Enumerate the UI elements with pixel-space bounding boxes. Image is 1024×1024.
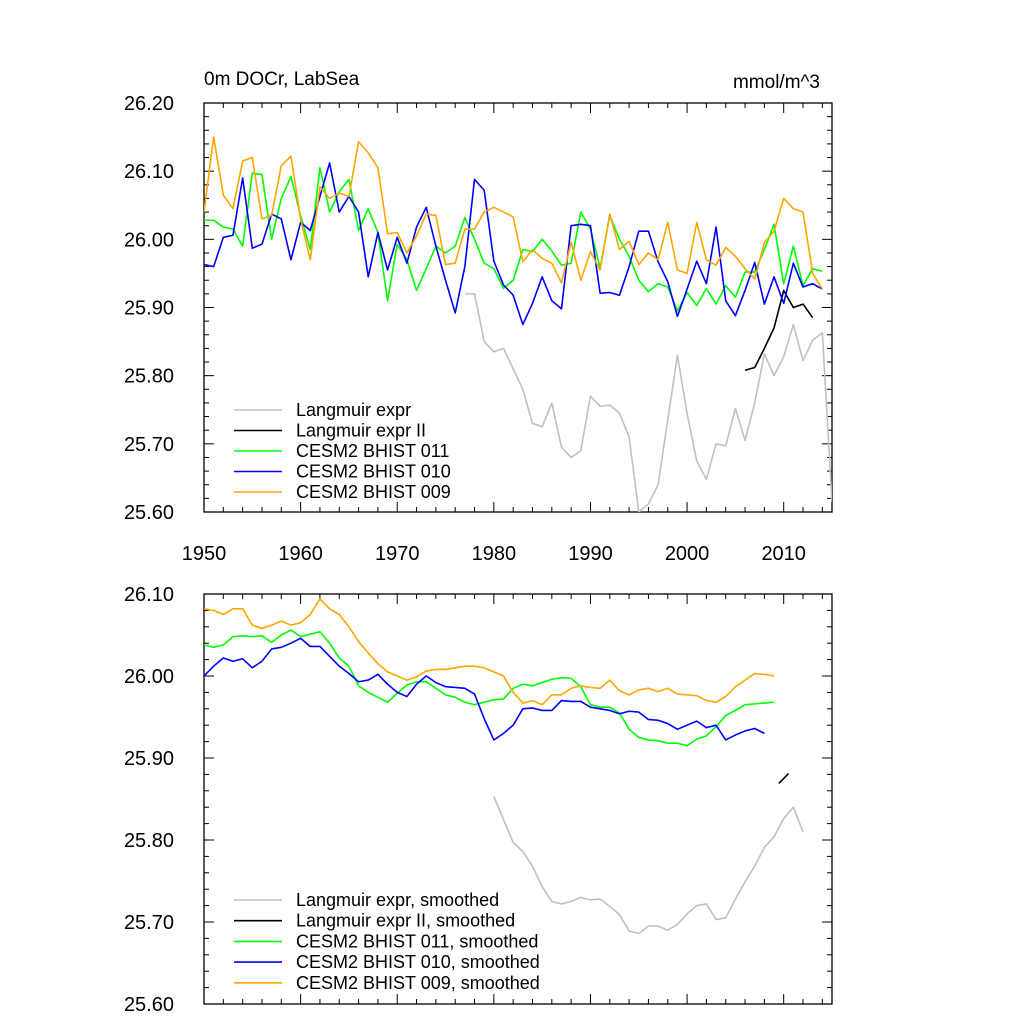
- legend-label-cesm2-bhist-010: CESM2 BHIST 010: [296, 462, 451, 482]
- legend-label-cesm2-bhist-010-smoothed: CESM2 BHIST 010, smoothed: [296, 952, 540, 972]
- units-label: mmol/m^3: [733, 72, 820, 93]
- axis-ticks: [203, 102, 832, 513]
- series-line-cesm2-bhist-011: [204, 166, 823, 312]
- x-tick-label: 1950: [182, 543, 227, 565]
- top-chart-panel: 25.60 25.70 25.80 25.90 26.00 26.10 26.20 1950 1…: [124, 69, 833, 565]
- series-line-langmuir-expr: [464, 293, 832, 512]
- series-line-langmuir-expr-smoothed: [493, 796, 804, 935]
- legend-label-langmuir-expr-ii: Langmuir expr II: [296, 421, 426, 441]
- legend-label-cesm2-bhist-011-smoothed: CESM2 BHIST 011, smoothed: [296, 931, 538, 951]
- x-tick-label: 1990: [568, 543, 613, 565]
- legend-label-cesm2-bhist-011: CESM2 BHIST 011: [296, 441, 449, 461]
- series-line-langmuir-expr-ii-smoothed: [778, 773, 790, 784]
- series-line-cesm2-bhist-009: [204, 136, 824, 290]
- chart-title: 0m DOCr, LabSea: [204, 69, 360, 90]
- x-tick-label: 1980: [472, 543, 517, 565]
- y-tick-label: 25.70: [124, 434, 174, 456]
- series-line-cesm2-bhist-010-smoothed: [204, 637, 765, 741]
- legend-label-cesm2-bhist-009: CESM2 BHIST 009: [296, 482, 451, 502]
- legend-label-langmuir-expr: Langmuir expr: [296, 400, 411, 420]
- y-tick-label: 25.60: [124, 502, 174, 524]
- series-line-cesm2-bhist-010: [204, 162, 823, 326]
- y-tick-label: 26.00: [124, 666, 174, 688]
- legend-label-langmuir-expr-smoothed: Langmuir expr, smoothed: [296, 890, 499, 910]
- series-group: [204, 598, 804, 935]
- axis-ticks: [203, 593, 832, 1005]
- y-tick-label: 26.20: [124, 93, 174, 115]
- series-line-cesm2-bhist-011-smoothed: [204, 629, 775, 747]
- y-tick-label: 26.10: [124, 161, 174, 183]
- y-tick-label: 25.80: [124, 830, 174, 852]
- x-tick-label: 2010: [761, 543, 806, 565]
- bottom-chart-panel: 25.60 25.70 25.80 25.90 26.00 26.10 Langmuir e…: [124, 584, 833, 1016]
- y-tick-label: 25.80: [124, 366, 174, 388]
- y-tick-label: 25.70: [124, 912, 174, 934]
- x-tick-label: 1960: [278, 543, 323, 565]
- y-tick-label: 25.90: [124, 748, 174, 770]
- series-group: [204, 136, 832, 512]
- y-tick-label: 26.00: [124, 229, 174, 251]
- plot-frame: [203, 593, 833, 1005]
- x-tick-label: 1970: [375, 543, 420, 565]
- y-tick-label: 25.60: [124, 994, 174, 1016]
- legend-label-langmuir-expr-ii-smoothed: Langmuir expr II, smoothed: [296, 911, 515, 931]
- y-tick-label: 25.90: [124, 298, 174, 320]
- x-tick-label: 2000: [665, 543, 710, 565]
- series-line-langmuir-expr-ii: [744, 289, 814, 371]
- legend-label-cesm2-bhist-009-smoothed: CESM2 BHIST 009, smoothed: [296, 973, 540, 993]
- y-tick-label: 26.10: [124, 584, 174, 606]
- series-line-cesm2-bhist-009-smoothed: [204, 598, 775, 706]
